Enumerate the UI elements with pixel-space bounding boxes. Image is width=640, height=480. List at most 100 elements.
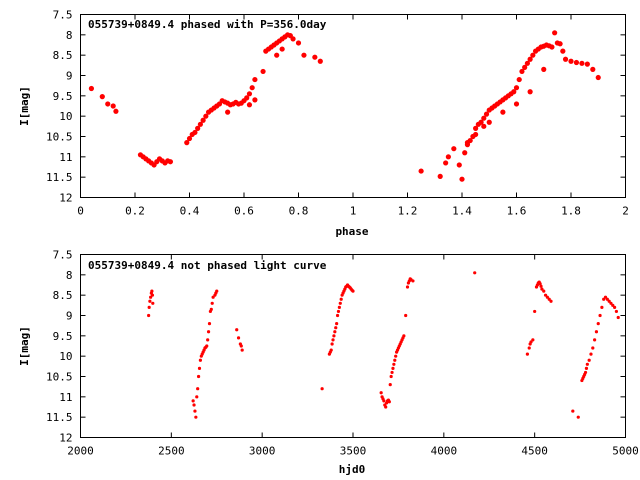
unphased-data-point bbox=[384, 405, 388, 409]
unphased-data-point bbox=[598, 313, 602, 318]
unphased-x-tick-label: 5000 bbox=[612, 445, 639, 458]
phased-data-point bbox=[113, 108, 119, 114]
phased-x-tick-label: 2 bbox=[622, 205, 629, 218]
unphased-data-point bbox=[405, 285, 410, 289]
unphased-data-point bbox=[613, 305, 617, 309]
phased-data-point bbox=[301, 52, 307, 58]
unphased-data-point bbox=[337, 305, 341, 309]
unphased-x-tick-label: 2000 bbox=[67, 445, 94, 458]
phased-data-point bbox=[252, 76, 258, 83]
unphased-data-point bbox=[336, 309, 341, 314]
phased-data-point bbox=[437, 173, 443, 179]
unphased-data-point bbox=[193, 409, 197, 413]
phased-data-point bbox=[519, 68, 525, 75]
phased-data-point bbox=[511, 89, 517, 95]
unphased-data-point bbox=[404, 313, 408, 318]
unphased-data-point bbox=[391, 366, 395, 370]
phased-data-point bbox=[203, 113, 209, 119]
phased-y-tick-label: 10 bbox=[59, 110, 72, 123]
unphased-data-point bbox=[207, 322, 212, 326]
phased-data-point bbox=[456, 162, 462, 168]
unphased-data-point bbox=[614, 309, 619, 314]
phased-y-tick-label: 12 bbox=[59, 192, 72, 205]
phased-panel: 055739+0849.4 phased with P=356.0day pha… bbox=[18, 9, 629, 239]
phased-data-point bbox=[590, 66, 596, 72]
phased-data-point bbox=[513, 101, 520, 107]
phased-data-point bbox=[527, 89, 533, 95]
unphased-data-point bbox=[596, 322, 600, 326]
unphased-data-point bbox=[389, 374, 393, 379]
unphased-data-point bbox=[382, 399, 386, 403]
unphased-y-tick-label: 9.5 bbox=[53, 330, 73, 343]
phased-data-point bbox=[110, 103, 116, 109]
unphased-data-point bbox=[331, 338, 335, 342]
phased-x-tick-label: 0.2 bbox=[125, 205, 145, 218]
phased-data-point bbox=[530, 52, 536, 58]
unphased-y-tick-label: 8.5 bbox=[53, 289, 73, 302]
unphased-x-tick-label: 3500 bbox=[340, 445, 367, 458]
unphased-data-point bbox=[473, 271, 477, 275]
unphased-data-point bbox=[531, 338, 535, 342]
phased-data-point bbox=[541, 66, 547, 72]
phased-data-point bbox=[579, 60, 585, 66]
phased-x-tick-label: 0.8 bbox=[289, 205, 309, 218]
unphased-data-point bbox=[576, 415, 580, 419]
phased-data-point bbox=[260, 68, 266, 75]
unphased-x-tick-label: 3000 bbox=[249, 445, 276, 458]
unphased-y-tick-label: 11 bbox=[59, 391, 72, 404]
phased-data-point bbox=[244, 95, 250, 101]
unphased-data-point bbox=[196, 387, 200, 391]
unphased-data-point bbox=[571, 409, 575, 413]
unphased-data-point bbox=[593, 338, 597, 342]
unphased-data-point bbox=[587, 358, 591, 362]
unphased-panel: 055739+0849.4 not phased light curve hjd… bbox=[18, 249, 639, 477]
unphased-data-point bbox=[150, 293, 155, 297]
unphased-y-tick-label: 7.5 bbox=[53, 249, 73, 262]
phased-data-point bbox=[192, 129, 198, 136]
unphased-data-point bbox=[147, 305, 151, 309]
phased-data-point bbox=[246, 102, 253, 108]
phased-data-point bbox=[478, 119, 484, 125]
phased-data-point bbox=[186, 135, 193, 142]
unphased-x-tick-label: 4500 bbox=[521, 445, 548, 458]
phased-data-point bbox=[252, 97, 258, 103]
phased-data-point bbox=[486, 119, 492, 125]
unphased-data-point bbox=[151, 301, 155, 305]
phased-y-tick-label: 9.5 bbox=[53, 90, 73, 103]
phased-y-tick-label: 7.5 bbox=[53, 9, 73, 22]
unphased-data-point bbox=[192, 403, 196, 407]
unphased-y-tick-label: 10 bbox=[59, 350, 72, 363]
phased-data-point bbox=[568, 58, 574, 64]
phased-data-point bbox=[184, 140, 190, 146]
phased-data-point bbox=[167, 159, 174, 165]
unphased-data-point bbox=[594, 330, 599, 334]
unphased-x-ticks: 2000 2500 3000 3500 4000 4500 5000 bbox=[67, 254, 639, 458]
phased-x-tick-label: 0.4 bbox=[180, 205, 200, 218]
unphased-y-tick-label: 8 bbox=[66, 269, 73, 282]
unphased-data-point bbox=[148, 299, 152, 303]
unphased-data-point bbox=[583, 370, 588, 375]
unphased-data-point bbox=[236, 336, 241, 340]
phased-data-point bbox=[459, 176, 465, 182]
unphased-data-point bbox=[215, 289, 219, 293]
phased-data-point bbox=[274, 52, 280, 58]
phased-y-tick-label: 11.5 bbox=[46, 171, 73, 184]
unphased-title: 055739+0849.4 not phased light curve bbox=[88, 259, 327, 272]
unphased-data-point bbox=[390, 370, 394, 375]
phased-data-point bbox=[279, 46, 285, 52]
unphased-data-point bbox=[333, 330, 337, 334]
phased-title: 055739+0849.4 phased with P=356.0day bbox=[88, 18, 327, 31]
unphased-x-tick-label: 2500 bbox=[158, 445, 185, 458]
unphased-data-point bbox=[338, 301, 342, 305]
phased-y-ticks: 7.5 8 8.5 9 9.5 10 10.5 11 11.5 12 bbox=[46, 9, 626, 205]
phased-x-tick-label: 1.6 bbox=[507, 205, 527, 218]
phased-data-point bbox=[481, 123, 487, 129]
unphased-data-point bbox=[539, 284, 543, 288]
phased-data-point bbox=[197, 121, 203, 127]
phased-y-tick-label: 8.5 bbox=[53, 49, 73, 62]
phased-data-point bbox=[462, 150, 468, 156]
unphased-y-tick-label: 10.5 bbox=[46, 371, 73, 384]
unphased-data-point bbox=[239, 344, 243, 348]
phased-data-point bbox=[246, 91, 253, 97]
phased-data-point bbox=[549, 44, 555, 50]
